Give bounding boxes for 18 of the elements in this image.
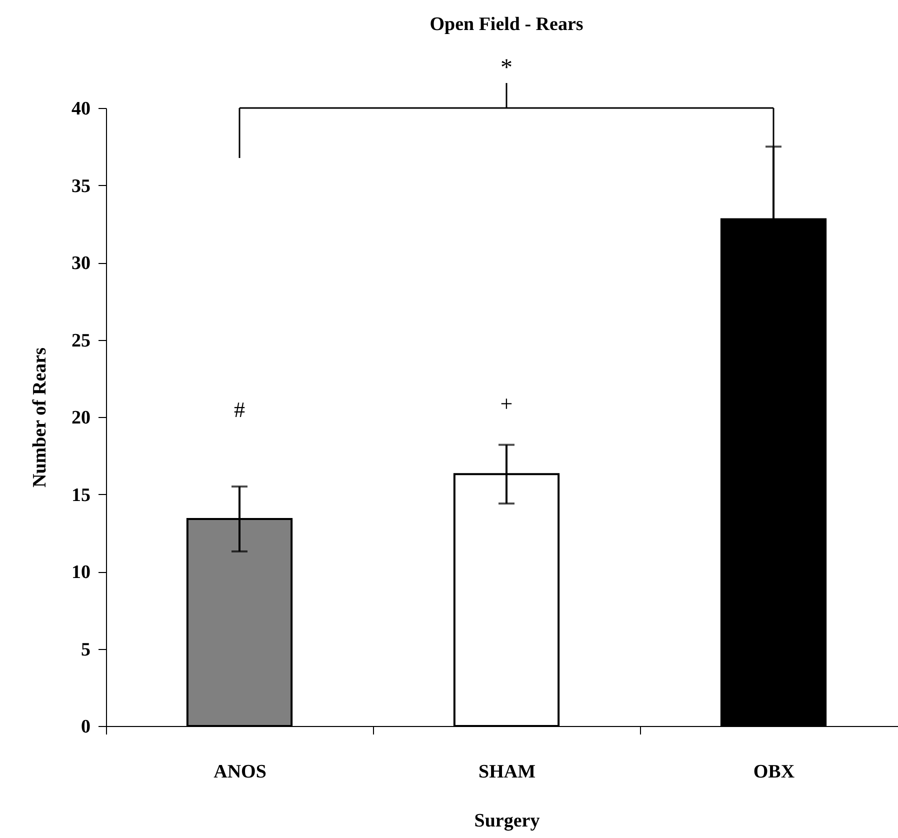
y-tick-label: 40 [72,98,90,120]
chart-title: Open Field - Rears [430,14,584,35]
annotation: # [234,397,245,422]
text: * [500,55,512,81]
annotation: + [500,391,513,416]
y-tick-label: 30 [72,253,90,274]
x-tick-label: OBX [753,762,795,782]
y-tick-label: 35 [72,176,90,197]
y-tick-label: 15 [72,484,90,506]
y-tick-label: 5 [81,639,90,660]
y-tick-label: 20 [72,408,90,428]
y-tick-label: 0 [81,716,90,738]
y-tick-label: 10 [72,562,90,583]
x-tick-label: ANOS [214,762,266,782]
x-axis-title: Surgery [474,810,540,832]
y-axis-title: Number of Rears [30,347,50,488]
x-tick-label: SHAM [478,762,536,782]
y-tick-label: 25 [72,330,90,352]
